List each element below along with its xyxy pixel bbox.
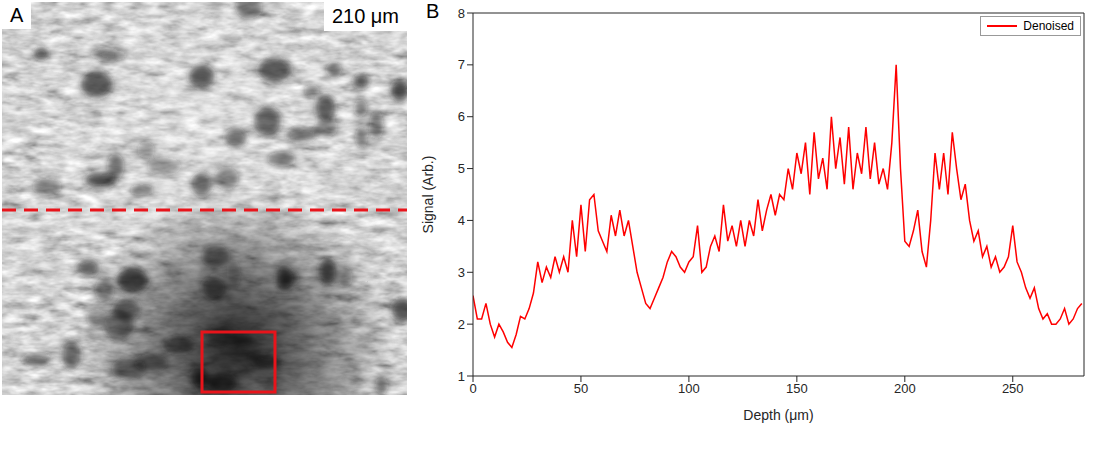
svg-text:100: 100 [678, 381, 700, 396]
html-text:Denoised: Denoised [1023, 19, 1074, 33]
svg-text:4: 4 [458, 213, 465, 228]
svg-text:3: 3 [458, 265, 465, 280]
html-text:210 μm: 210 μm [331, 5, 399, 27]
svg-text:Depth (μm): Depth (μm) [743, 407, 813, 423]
svg-text:1: 1 [458, 369, 465, 384]
svg-text:250: 250 [1002, 381, 1024, 396]
svg-text:0: 0 [469, 381, 476, 396]
svg-text:150: 150 [786, 381, 808, 396]
svg-text:5: 5 [458, 161, 465, 176]
svg-text:50: 50 [574, 381, 588, 396]
svg-text:6: 6 [458, 109, 465, 124]
html-text:A: A [10, 4, 24, 26]
svg-text:200: 200 [894, 381, 916, 396]
svg-text:Signal (Arb.): Signal (Arb.) [420, 156, 436, 234]
svg-text:7: 7 [458, 57, 465, 72]
svg-text:8: 8 [458, 6, 465, 21]
svg-text:2: 2 [458, 317, 465, 332]
html-text:B: B [426, 0, 440, 22]
